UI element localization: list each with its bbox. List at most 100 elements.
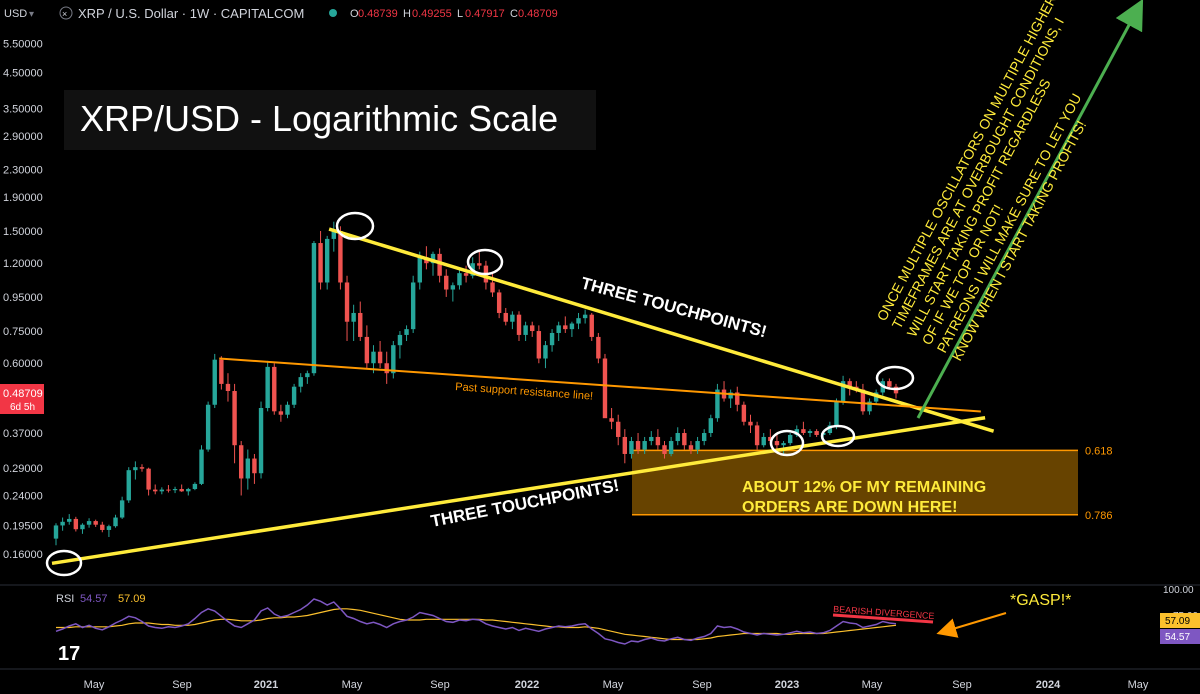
candle-body[interactable] [748,421,753,426]
rsi-pane[interactable] [55,598,897,645]
candle-body[interactable] [536,331,542,359]
candle-body[interactable] [430,253,436,264]
candle-body[interactable] [860,389,866,412]
candle-body[interactable] [477,263,482,266]
candle-body[interactable] [358,312,363,337]
candle-body[interactable] [662,445,667,454]
symbol-title[interactable]: XRP / U.S. Dollar · 1W · CAPITALCOM [78,6,304,21]
candle-body[interactable] [741,404,747,422]
candle-body[interactable] [523,325,528,335]
candle-body[interactable] [80,524,85,530]
price-axis[interactable]: 5.50000 4.50000 3.50000 2.90000 2.30000 1.900… [3,38,43,561]
candle-body[interactable] [100,524,105,530]
candle-body[interactable] [622,436,628,454]
candle-body[interactable] [212,359,217,405]
currency-label[interactable]: USD [4,8,27,20]
candle-body[interactable] [688,445,694,450]
candle-body[interactable] [410,282,416,330]
candle-body[interactable] [384,363,389,374]
candle-body[interactable] [93,521,98,525]
candle-body[interactable] [252,458,257,474]
candle-body[interactable] [774,441,780,446]
candle-body[interactable] [437,253,442,276]
candle-body[interactable] [159,489,165,492]
candle-body[interactable] [701,433,707,442]
candle-body[interactable] [569,323,575,330]
candle-body[interactable] [377,351,383,364]
support-trendline[interactable] [51,416,986,566]
candle-body[interactable] [496,292,502,313]
candle-body[interactable] [113,517,118,527]
candle-body[interactable] [146,468,151,490]
candle-body[interactable] [265,366,270,409]
candle-body[interactable] [589,314,594,337]
candle-body[interactable] [827,425,833,434]
candle-body[interactable] [787,434,793,444]
candle-body[interactable] [450,285,456,290]
candle-body[interactable] [53,525,59,539]
candle-body[interactable] [311,243,317,374]
candle-body[interactable] [199,449,204,484]
candle-body[interactable] [768,436,773,442]
candle-body[interactable] [186,489,191,492]
candle-body[interactable] [801,429,806,434]
candle-body[interactable] [272,366,277,412]
candle-body[interactable] [278,411,284,415]
candle-body[interactable] [351,312,356,322]
candle-body[interactable] [682,433,687,446]
candle-body[interactable] [867,401,872,412]
candle-body[interactable] [642,441,647,450]
candle-body[interactable] [635,441,641,450]
candle-body[interactable] [543,345,548,359]
candle-body[interactable] [715,389,720,419]
candle-body[interactable] [444,275,449,290]
resistance-trendline[interactable] [328,227,995,433]
candle-body[interactable] [285,404,290,415]
candle-body[interactable] [530,325,535,332]
candle-body[interactable] [556,325,561,333]
candle-body[interactable] [609,418,614,422]
candle-body[interactable] [695,441,700,450]
candle-body[interactable] [67,518,72,522]
candle-body[interactable] [172,489,178,491]
candle-body[interactable] [318,243,323,283]
candle-body[interactable] [331,231,336,239]
candle-body[interactable] [616,421,621,437]
candle-body[interactable] [225,383,231,392]
candle-body[interactable] [754,425,760,446]
candle-body[interactable] [258,408,264,474]
candle-body[interactable] [510,314,515,322]
candle-body[interactable] [576,318,581,324]
candle-body[interactable] [781,443,786,446]
candle-body[interactable] [139,467,145,469]
past-support-line[interactable] [219,357,981,413]
candle-body[interactable] [179,489,184,492]
candle-body[interactable] [516,314,522,335]
candle-body[interactable] [655,436,661,446]
candle-body[interactable] [807,431,813,434]
candle-body[interactable] [404,329,409,335]
candle-body[interactable] [86,521,92,525]
candle-body[interactable] [153,489,158,492]
candle-body[interactable] [503,312,508,322]
candle-body[interactable] [344,282,350,322]
candle-body[interactable] [371,351,376,364]
candle-body[interactable] [814,431,819,435]
candle-body[interactable] [245,458,251,479]
candle-body[interactable] [675,433,680,442]
candle-body[interactable] [596,336,601,359]
candle-body[interactable] [602,358,608,419]
candle-body[interactable] [397,334,403,346]
candle-body[interactable] [119,500,125,518]
candle-body[interactable] [324,238,330,283]
candle-body[interactable] [728,392,733,399]
candle-body[interactable] [847,381,852,387]
candle-body[interactable] [192,483,198,490]
candle-body[interactable] [291,386,297,405]
candle-body[interactable] [563,325,568,330]
candle-body[interactable] [60,521,65,526]
candle-body[interactable] [668,441,674,454]
candle-body[interactable] [887,381,892,387]
candle-body[interactable] [708,418,714,434]
